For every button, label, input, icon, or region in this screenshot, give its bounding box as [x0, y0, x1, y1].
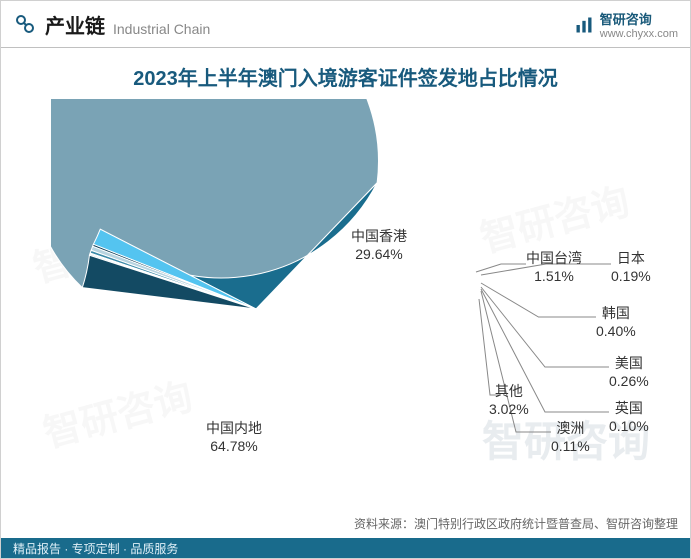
- slice-label: 日本0.19%: [611, 249, 651, 285]
- slice-label: 其他3.02%: [489, 382, 529, 418]
- slice-label-pct: 0.10%: [609, 417, 649, 435]
- slice-label-name: 美国: [609, 354, 649, 372]
- slice-label: 澳洲0.11%: [551, 419, 590, 455]
- brand: 智研咨询 www.chyxx.com: [574, 9, 678, 40]
- footer-left: 精品报告 · 专项定制 · 品质服务: [13, 540, 178, 557]
- slice-label-name: 其他: [489, 382, 529, 400]
- leader-line: [481, 287, 609, 367]
- pie-chart: [51, 99, 671, 519]
- slice-label-pct: 3.02%: [489, 400, 529, 418]
- brand-logo-icon: [574, 15, 594, 35]
- slice-label-name: 日本: [611, 249, 651, 267]
- slice-label-pct: 1.51%: [526, 267, 582, 285]
- leader-line: [481, 283, 596, 317]
- header-title: 产业链: [45, 10, 105, 39]
- source-text: 资料来源：澳门特别行政区政府统计暨普查局、智研咨询整理: [354, 515, 678, 532]
- slice-label-pct: 0.40%: [596, 322, 636, 340]
- slice-label-name: 英国: [609, 399, 649, 417]
- slice-label: 中国台湾1.51%: [526, 249, 582, 285]
- leader-line: [479, 299, 501, 395]
- pie-area: 智研咨询 智研咨询 智研咨询 智研咨询 中国内地64.78%中国香港29.64%…: [1, 99, 690, 519]
- slice-label: 中国内地64.78%: [206, 419, 262, 455]
- slice-label: 英国0.10%: [609, 399, 649, 435]
- slice-label: 中国香港29.64%: [351, 227, 407, 263]
- brand-name: 智研咨询: [600, 9, 652, 28]
- footer: 精品报告 · 专项定制 · 品质服务: [1, 538, 690, 558]
- slice-label-name: 澳洲: [551, 419, 590, 437]
- header-subtitle: Industrial Chain: [113, 21, 210, 39]
- slice-label-name: 中国内地: [206, 419, 262, 437]
- slice-label-pct: 0.19%: [611, 267, 651, 285]
- slice-label: 美国0.26%: [609, 354, 649, 390]
- slice-label-pct: 29.64%: [351, 245, 407, 263]
- brand-url: www.chyxx.com: [600, 28, 678, 40]
- slice-label-pct: 64.78%: [206, 437, 262, 455]
- chart-title: 2023年上半年澳门入境游客证件签发地占比情况: [1, 48, 690, 99]
- slice-label-name: 中国香港: [351, 227, 407, 245]
- chain-icon: [13, 12, 37, 36]
- chart-container: 产业链 Industrial Chain 智研咨询 www.chyxx.com …: [0, 0, 691, 559]
- leader-line: [476, 264, 526, 272]
- slice-label-pct: 0.26%: [609, 372, 649, 390]
- slice-label-pct: 0.11%: [551, 437, 590, 455]
- slice-label: 韩国0.40%: [596, 304, 636, 340]
- slice-label-name: 韩国: [596, 304, 636, 322]
- slice-label-name: 中国台湾: [526, 249, 582, 267]
